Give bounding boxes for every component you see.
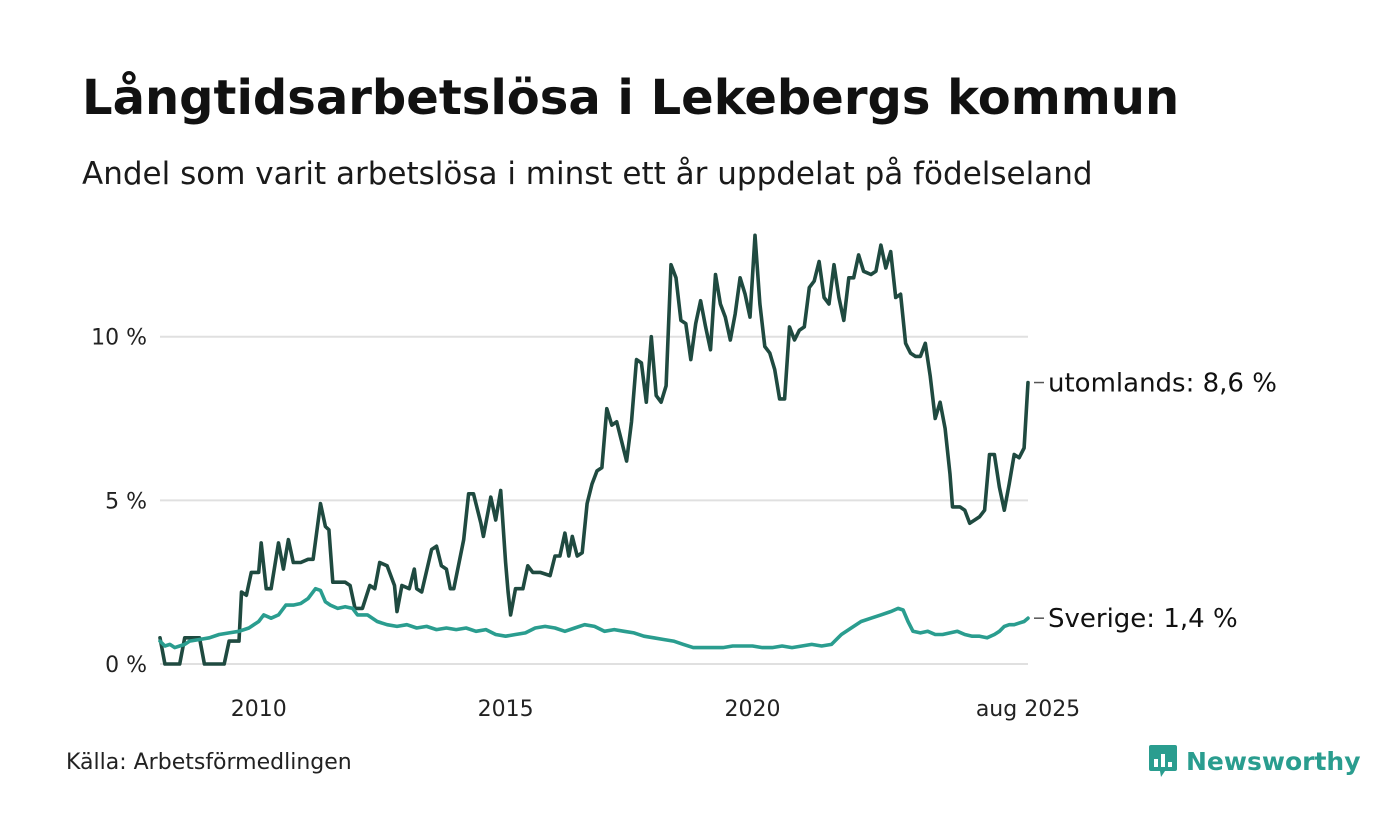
series-end-label: utomlands: 8,6 % xyxy=(1048,369,1277,399)
brand-name: Newsworthy xyxy=(1186,746,1361,776)
chart-title: Långtidsarbetslösa i Lekebergs kommun xyxy=(82,70,1180,126)
chart-subtitle: Andel som varit arbetslösa i minst ett å… xyxy=(82,156,1093,192)
source-note: Källa: Arbetsförmedlingen xyxy=(66,750,352,775)
y-tick-label: 0 % xyxy=(105,653,147,678)
bar-chart-speech-bubble-icon xyxy=(1149,745,1177,777)
x-tick-label: 2010 xyxy=(231,697,287,722)
series-line-1 xyxy=(158,586,1030,650)
series-end-label: Sverige: 1,4 % xyxy=(1048,604,1238,634)
y-tick-label: 5 % xyxy=(105,489,147,514)
x-tick-label: 2015 xyxy=(478,697,534,722)
y-tick-label: 10 % xyxy=(91,326,147,351)
x-axis: 2010 2015 2020 aug 2025 xyxy=(231,697,1080,722)
series-line-0 xyxy=(158,233,1030,666)
y-axis: 0 % 5 % 10 % xyxy=(91,326,147,678)
x-tick-label: 2020 xyxy=(724,697,780,722)
brand-logo: Newsworthy xyxy=(1148,744,1361,778)
x-tick-label: aug 2025 xyxy=(976,697,1080,722)
series-end-labels: utomlands: 8,6 % Sverige: 1,4 % xyxy=(1034,369,1277,634)
gridlines xyxy=(160,335,1028,665)
series-lines xyxy=(158,233,1030,666)
